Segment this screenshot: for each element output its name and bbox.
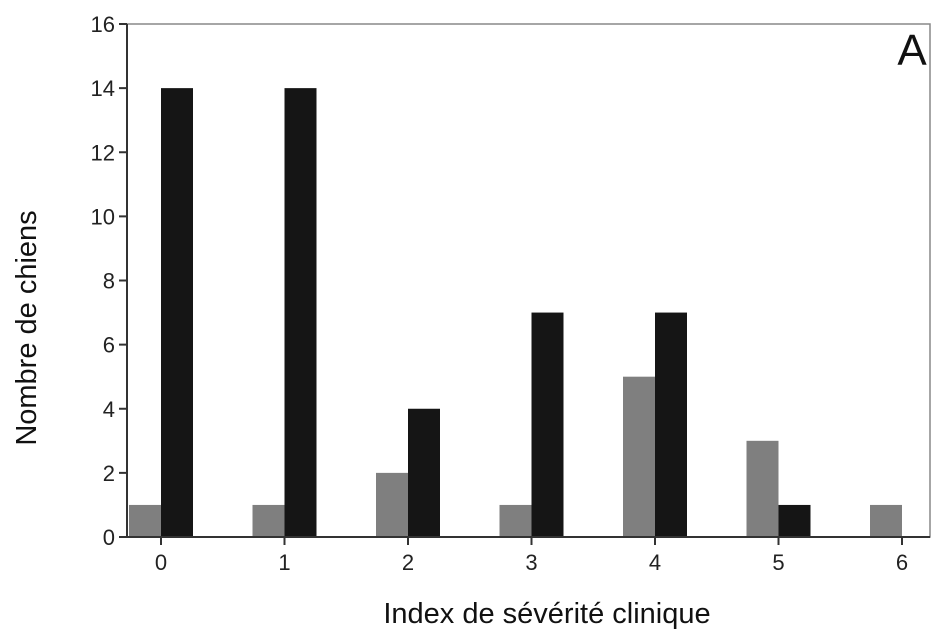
x-tick-label: 0: [155, 550, 167, 575]
x-axis-title: Index de sévérité clinique: [383, 598, 710, 630]
x-tick-label: 6: [896, 550, 908, 575]
x-tick-label: 3: [525, 550, 537, 575]
y-tick-label: 4: [103, 397, 115, 422]
x-tick-label: 2: [402, 550, 414, 575]
plot-frame: [126, 23, 931, 538]
bar-series-1-category-3: [499, 504, 532, 537]
x-tick-label: 5: [772, 550, 784, 575]
bar-series-2-category-2: [408, 408, 440, 537]
x-tick-label: 4: [649, 550, 661, 575]
y-tick-label: 2: [103, 461, 115, 486]
bar-series-1-category-6: [870, 504, 902, 537]
bars-group: [129, 88, 902, 537]
y-tick-label: 14: [91, 76, 115, 101]
bar-series-1-category-0: [129, 504, 161, 537]
y-tick-label: 10: [91, 204, 115, 229]
bar-series-1-category-4: [623, 376, 655, 537]
y-tick-label: 16: [91, 12, 115, 37]
bar-series-1-category-5: [746, 440, 779, 537]
y-axis-ticks: 0 2 4 6 8 10 12 14 16: [91, 12, 127, 550]
bar-series-2-category-5: [778, 504, 811, 537]
y-tick-label: 0: [103, 525, 115, 550]
bar-series-1-category-2: [376, 472, 408, 537]
y-tick-label: 8: [103, 269, 115, 294]
y-axis-title: Nombre de chiens: [11, 210, 43, 445]
x-tick-label: 1: [278, 550, 290, 575]
x-axis-ticks: 0 1 2 3 4 5 6: [155, 537, 908, 575]
bar-series-2-category-0: [161, 88, 193, 537]
bar-series-1-category-1: [252, 504, 285, 537]
bar-series-2-category-1: [284, 88, 317, 537]
bar-series-2-category-4: [655, 312, 687, 537]
y-tick-label: 6: [103, 333, 115, 358]
y-tick-label: 12: [91, 140, 115, 165]
panel-label: A: [897, 26, 927, 75]
bar-series-2-category-3: [531, 312, 564, 537]
